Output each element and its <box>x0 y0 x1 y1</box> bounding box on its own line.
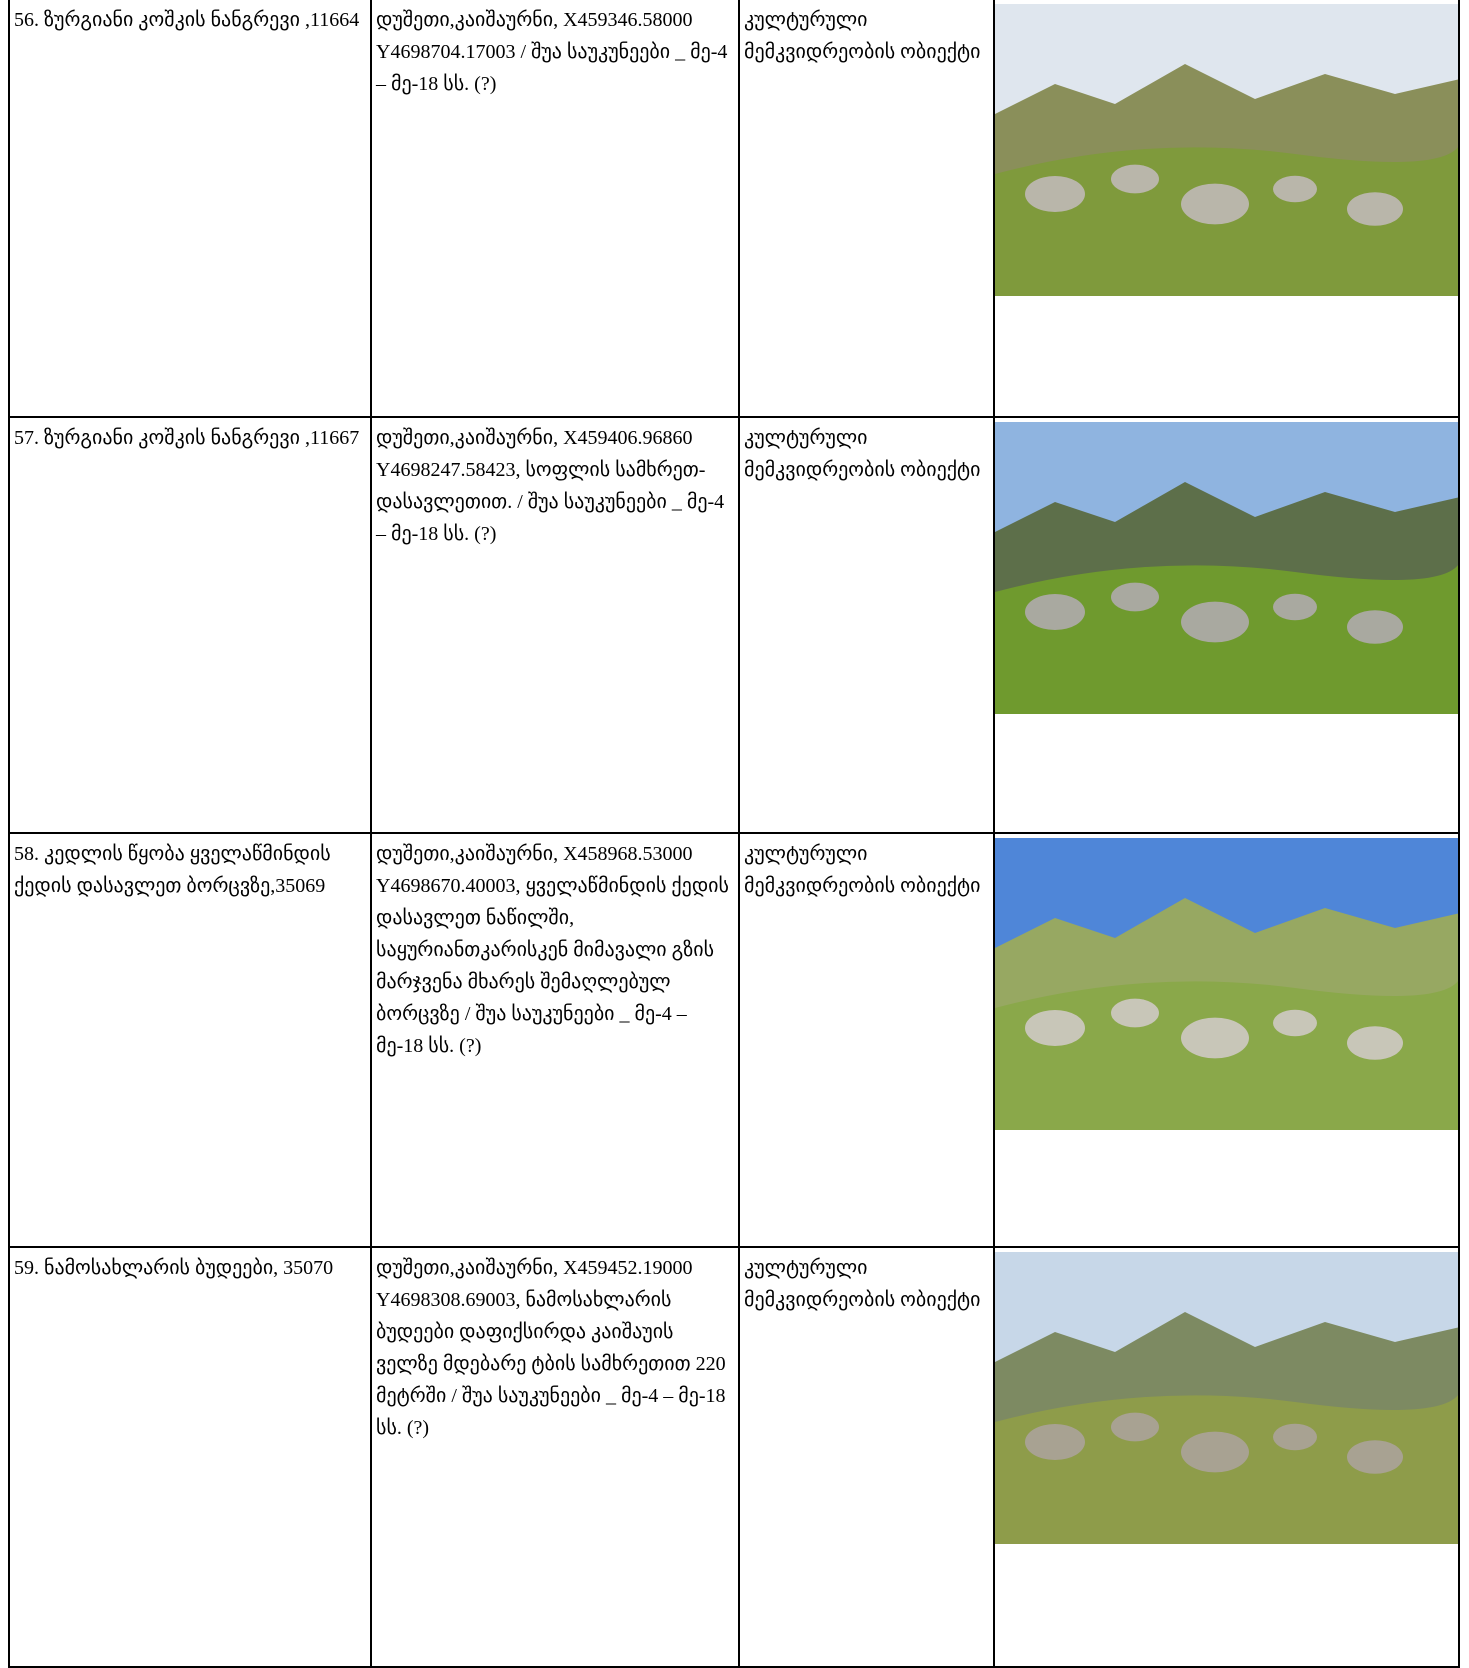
table-row: 59. ნამოსახლარის ბუდეები, 35070 დუშეთი,კა… <box>8 1248 1460 1668</box>
name-cell: 57. ზურგიანი კოშკის ნანგრევი ,11667 <box>8 418 370 832</box>
location-cell: დუშეთი,კაიშაურნი, X458968.53000 Y4698670… <box>370 834 738 1246</box>
photo <box>995 838 1458 1130</box>
name-cell: 59. ნამოსახლარის ბუდეები, 35070 <box>8 1248 370 1666</box>
name-cell: 56. ზურგიანი კოშკის ნანგრევი ,11664 <box>8 0 370 416</box>
photo-cell <box>993 834 1460 1246</box>
location-cell: დუშეთი,კაიშაურნი, X459406.96860 Y4698247… <box>370 418 738 832</box>
table-row: 58. კედლის წყობა ყველაწმინდის ქედის დასა… <box>8 834 1460 1248</box>
name-cell: 58. კედლის წყობა ყველაწმინდის ქედის დასა… <box>8 834 370 1246</box>
type-cell: კულტურული მემკვიდრეობის ობიექტი <box>738 1248 993 1666</box>
table-row: 56. ზურგიანი კოშკის ნანგრევი ,11664 დუშეთ… <box>8 0 1460 418</box>
table-row: 57. ზურგიანი კოშკის ნანგრევი ,11667 დუშეთ… <box>8 418 1460 834</box>
type-cell: კულტურული მემკვიდრეობის ობიექტი <box>738 834 993 1246</box>
type-cell: კულტურული მემკვიდრეობის ობიექტი <box>738 0 993 416</box>
location-cell: დუშეთი,კაიშაურნი, X459452.19000 Y4698308… <box>370 1248 738 1666</box>
photo-cell <box>993 1248 1460 1666</box>
photo <box>995 1252 1458 1544</box>
location-cell: დუშეთი,კაიშაურნი, X459346.58000 Y4698704… <box>370 0 738 416</box>
photo-cell <box>993 418 1460 832</box>
type-cell: კულტურული მემკვიდრეობის ობიექტი <box>738 418 993 832</box>
photo <box>995 422 1458 714</box>
photo-cell <box>993 0 1460 416</box>
photo <box>995 4 1458 296</box>
